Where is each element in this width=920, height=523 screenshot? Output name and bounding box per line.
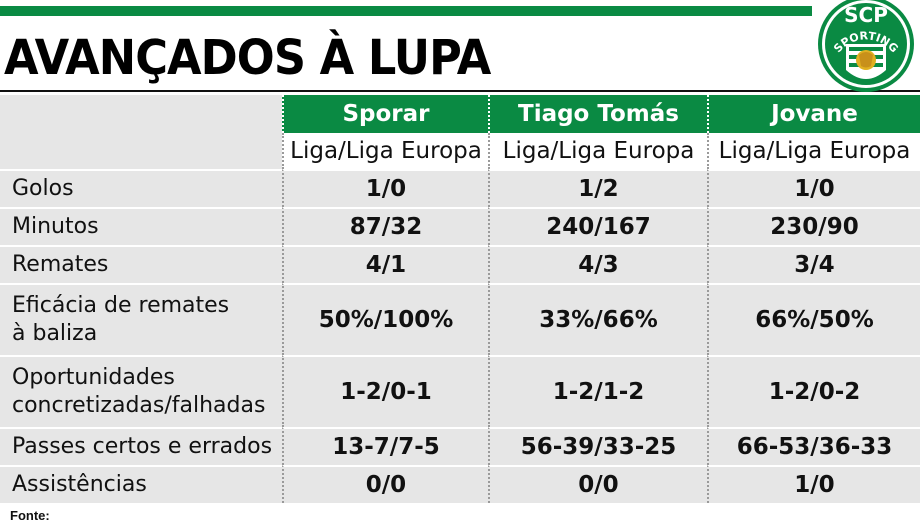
competition-label: Liga/Liga Europa [707, 133, 920, 169]
stat-value: 230/90 [707, 207, 920, 245]
competition-blank-cell [0, 133, 282, 169]
top-green-bar [0, 6, 812, 16]
row-label: Eficácia de remates à baliza [0, 283, 282, 355]
row-label: Remates [0, 245, 282, 283]
stat-value: 1/0 [707, 465, 920, 503]
stat-value: 4/3 [488, 245, 707, 283]
stat-value: 1/0 [282, 169, 488, 207]
stat-value: 0/0 [282, 465, 488, 503]
table-row: Golos 1/0 1/2 1/0 [0, 169, 920, 207]
row-label: Minutos [0, 207, 282, 245]
row-label: Assistências [0, 465, 282, 503]
stat-value: 240/167 [488, 207, 707, 245]
header-blank-cell [0, 95, 282, 133]
stat-value: 0/0 [488, 465, 707, 503]
logo-scp-text: SCP [844, 3, 888, 27]
page-title: AVANÇADOS À LUPA [4, 30, 491, 86]
player-header-row: Sporar Tiago Tomás Jovane [0, 95, 920, 133]
competition-label: Liga/Liga Europa [488, 133, 707, 169]
stat-value: 4/1 [282, 245, 488, 283]
stat-value: 50%/100% [282, 283, 488, 355]
title-divider [0, 90, 920, 92]
stat-value: 1/2 [488, 169, 707, 207]
stat-value: 87/32 [282, 207, 488, 245]
stat-value: 13-7/7-5 [282, 427, 488, 465]
stat-value: 3/4 [707, 245, 920, 283]
player-header: Jovane [707, 95, 920, 133]
stat-value: 1-2/1-2 [488, 355, 707, 427]
row-label: Oportunidades concretizadas/falhadas [0, 355, 282, 427]
table-row: Passes certos e errados 13-7/7-5 56-39/3… [0, 427, 920, 465]
table-row: Assistências 0/0 0/0 1/0 [0, 465, 920, 503]
stat-value: 66-53/36-33 [707, 427, 920, 465]
stat-value: 1-2/0-1 [282, 355, 488, 427]
player-header: Sporar [282, 95, 488, 133]
table-row: Oportunidades concretizadas/falhadas 1-2/… [0, 355, 920, 427]
sporting-cp-crest-icon: SCP SPORTING [812, 0, 920, 94]
table-row: Minutos 87/32 240/167 230/90 [0, 207, 920, 245]
forwards-stats-table: Sporar Tiago Tomás Jovane Liga/Liga Euro… [0, 95, 920, 503]
competition-label: Liga/Liga Europa [282, 133, 488, 169]
stat-value: 1-2/0-2 [707, 355, 920, 427]
stat-value: 66%/50% [707, 283, 920, 355]
stat-value: 1/0 [707, 169, 920, 207]
table-row: Eficácia de remates à baliza 50%/100% 33%… [0, 283, 920, 355]
stat-value: 56-39/33-25 [488, 427, 707, 465]
stat-value: 33%/66% [488, 283, 707, 355]
source-footer: Fonte: [10, 508, 50, 523]
competition-row: Liga/Liga Europa Liga/Liga Europa Liga/L… [0, 133, 920, 169]
row-label: Golos [0, 169, 282, 207]
player-header: Tiago Tomás [488, 95, 707, 133]
row-label: Passes certos e errados [0, 427, 282, 465]
table-row: Remates 4/1 4/3 3/4 [0, 245, 920, 283]
